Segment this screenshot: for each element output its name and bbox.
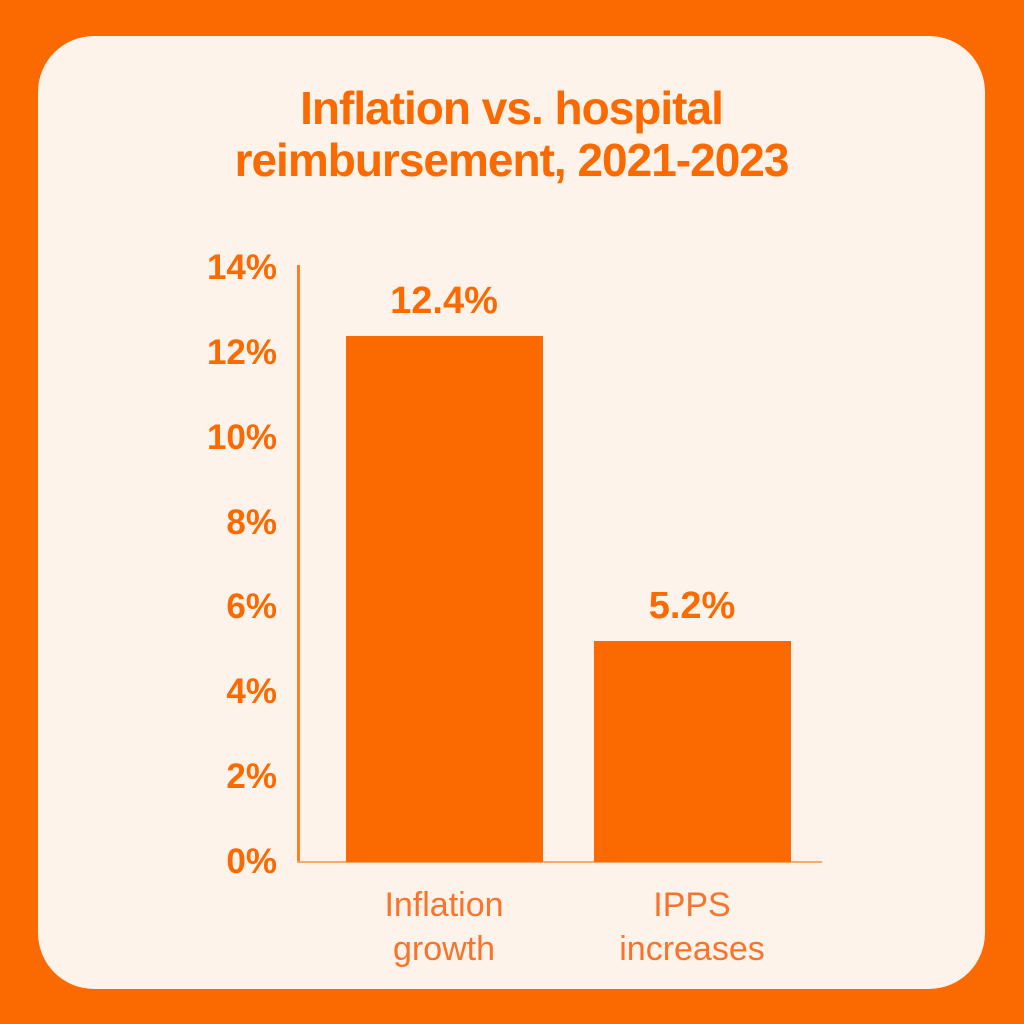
bar-ipps-increases bbox=[593, 641, 791, 862]
y-axis-tick-label: 0% bbox=[226, 842, 277, 881]
y-axis-tick-label: 14% bbox=[206, 247, 277, 287]
bar-category-label: Inflation growth bbox=[384, 886, 504, 968]
chart-title-line-2: reimbursement, 2021-2023 bbox=[234, 134, 790, 186]
bar-value-label: 12.4% bbox=[390, 279, 498, 322]
y-axis-tick-label: 6% bbox=[226, 587, 277, 627]
bar-category-label: IPPS increases bbox=[619, 886, 765, 968]
chart-title-line-1: Inflation vs. hospital bbox=[300, 82, 724, 134]
y-axis-tick-label: 2% bbox=[226, 757, 277, 797]
bar-value-label: 5.2% bbox=[648, 585, 736, 628]
bar-chart: 0% 2% 4% 6% 8% 10% 12% 14% 12.4% Inflation growth… bbox=[38, 36, 985, 989]
chart-title: Inflation vs. hospital reimbursement, 20… bbox=[38, 82, 985, 186]
y-axis-tick-label: 12% bbox=[206, 332, 277, 372]
y-axis-tick-label: 4% bbox=[226, 672, 277, 712]
chart-card: Inflation vs. hospital reimbursement, 20… bbox=[38, 36, 985, 989]
x-axis-line bbox=[297, 861, 822, 863]
bar-inflation-growth bbox=[345, 335, 543, 862]
y-axis-tick-label: 10% bbox=[206, 417, 277, 457]
y-axis-tick-label: 8% bbox=[226, 502, 277, 542]
y-axis-line bbox=[297, 264, 300, 862]
